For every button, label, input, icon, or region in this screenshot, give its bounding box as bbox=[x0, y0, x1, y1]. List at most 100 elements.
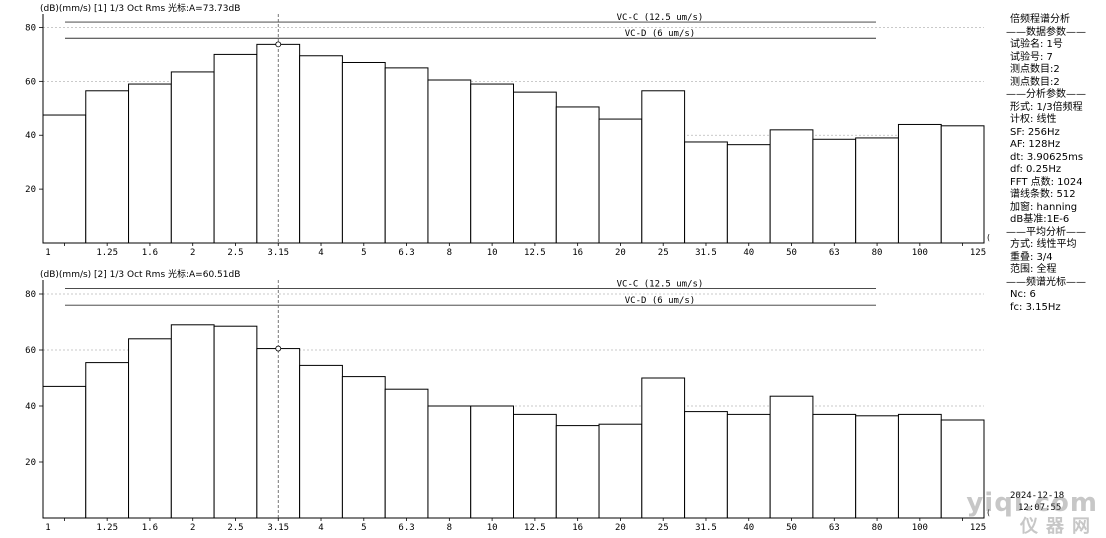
bar bbox=[812, 413, 857, 519]
bar bbox=[213, 53, 258, 244]
param-line: 加窗: hanning bbox=[1010, 201, 1078, 213]
bar bbox=[85, 362, 130, 519]
param-line: 测点数目:2 bbox=[1010, 76, 1060, 88]
y-tick-label: 80 bbox=[25, 290, 36, 300]
x-tick-label: 1.6 bbox=[142, 248, 158, 258]
param-line: 范围: 全程 bbox=[1010, 264, 1057, 275]
bar bbox=[470, 405, 514, 519]
param-line: ——频谱光标—— bbox=[1006, 276, 1086, 288]
bar bbox=[341, 376, 386, 519]
x-tick-label: 5 bbox=[361, 248, 366, 258]
bar bbox=[213, 325, 258, 519]
x-tick-label: 4 bbox=[318, 248, 323, 258]
bar bbox=[897, 123, 942, 244]
reference-line-label: VC-C (12.5 um/s) bbox=[617, 279, 704, 289]
timestamp-time: 12:07:55 bbox=[1018, 503, 1062, 513]
x-tick-label: 12.5 bbox=[524, 523, 546, 533]
cursor-marker[interactable] bbox=[275, 345, 282, 352]
param-line: 倍频程谱分析 bbox=[1010, 14, 1070, 25]
x-tick-label: 1.25 bbox=[96, 523, 118, 533]
x-tick-label: 8 bbox=[447, 248, 452, 258]
analysis-parameters-panel: 倍频程谱分析 ——数据参数—— 试验名: 1号 试验号: 7 测点数目:2 测点数目:2—… bbox=[1006, 14, 1106, 314]
x-tick-label: 31.5 bbox=[695, 523, 717, 533]
bar bbox=[427, 405, 472, 519]
bar bbox=[641, 90, 686, 244]
x-tick-label: 31.5 bbox=[695, 248, 717, 258]
bar bbox=[513, 91, 557, 244]
timestamp-date: 2024-12-18 bbox=[1010, 491, 1065, 501]
x-tick-label: 1.6 bbox=[142, 523, 158, 533]
param-line: AF: 128Hz bbox=[1010, 139, 1061, 150]
bar bbox=[299, 364, 343, 519]
bar bbox=[812, 138, 857, 244]
param-line: 形式: 1/3倍频程 bbox=[1010, 101, 1083, 113]
bar bbox=[128, 83, 172, 244]
bar bbox=[42, 385, 87, 519]
bar bbox=[42, 114, 87, 244]
y-tick-label: 40 bbox=[25, 131, 36, 141]
param-line: Nc: 6 bbox=[1010, 289, 1036, 300]
watermark-logo: yiqi.com 仪器网 bbox=[966, 488, 1100, 537]
bar bbox=[470, 83, 514, 244]
x-tick-label: 10 bbox=[487, 248, 498, 258]
x-tick-label: 25 bbox=[658, 248, 669, 258]
bar bbox=[855, 137, 899, 244]
x-tick-label: 3.15 bbox=[267, 523, 289, 533]
bar bbox=[427, 79, 472, 244]
bar bbox=[555, 106, 600, 244]
x-tick-label: 63 bbox=[829, 248, 840, 258]
x-tick-label: 6.3 bbox=[398, 248, 414, 258]
x-tick-label: 100 bbox=[912, 523, 928, 533]
x-tick-label: 80 bbox=[872, 248, 883, 258]
y-tick-label: 60 bbox=[25, 77, 36, 87]
spectrum-charts: (dB)(mm/s) [1] 1/3 Oct Rms 光标:A=73.73dB 2… bbox=[25, 2, 990, 533]
param-line: fc: 3.15Hz bbox=[1010, 301, 1061, 313]
x-tick-label: 16 bbox=[572, 523, 583, 533]
x-tick-label: 5 bbox=[361, 523, 366, 533]
x-tick-label: 125 bbox=[970, 248, 986, 258]
timestamp: 2024-12-18 12:07:55 bbox=[1010, 490, 1064, 514]
reference-line-label: VC-D (6 um/s) bbox=[625, 296, 695, 306]
bar bbox=[940, 125, 985, 244]
y-tick-label: 40 bbox=[25, 402, 36, 412]
x-tick-label: 63 bbox=[829, 523, 840, 533]
bar bbox=[384, 388, 429, 519]
x-tick-label: 50 bbox=[786, 523, 797, 533]
bar bbox=[726, 144, 771, 244]
bar bbox=[170, 71, 215, 244]
param-line: 试验名: 1号 bbox=[1010, 39, 1063, 50]
x-tick-label: 4 bbox=[318, 523, 323, 533]
x-tick-label: 6.3 bbox=[398, 523, 414, 533]
chart-title: (dB)(mm/s) [1] 1/3 Oct Rms 光标:A=73.73dB bbox=[40, 2, 240, 14]
x-tick-label: 1 bbox=[45, 523, 50, 533]
bar bbox=[897, 413, 942, 519]
param-line: ——分析参数—— bbox=[1006, 89, 1086, 100]
bar bbox=[384, 67, 429, 244]
param-line: 计权: 线性 bbox=[1010, 114, 1057, 125]
x-unit-label: (Hz) bbox=[986, 508, 990, 517]
watermark-line2: 仪器网 bbox=[1020, 516, 1098, 537]
y-tick-label: 20 bbox=[25, 458, 36, 468]
x-tick-label: 2.5 bbox=[227, 523, 243, 533]
chart-title: (dB)(mm/s) [2] 1/3 Oct Rms 光标:A=60.51dB bbox=[40, 268, 240, 280]
reference-line-label: VC-D (6 um/s) bbox=[625, 29, 695, 39]
param-line: 试验号: 7 bbox=[1010, 51, 1053, 63]
y-tick-label: 20 bbox=[25, 185, 36, 195]
bar bbox=[341, 61, 386, 244]
bar bbox=[769, 129, 814, 244]
reference-line-label: VC-C (12.5 um/s) bbox=[617, 13, 704, 23]
x-tick-label: 1.25 bbox=[96, 248, 118, 258]
x-tick-label: 10 bbox=[487, 523, 498, 533]
chart-panel-2: (dB)(mm/s) [2] 1/3 Oct Rms 光标:A=60.51dB 2… bbox=[25, 268, 990, 533]
x-tick-label: 16 bbox=[572, 248, 583, 258]
chart-panel-1: (dB)(mm/s) [1] 1/3 Oct Rms 光标:A=73.73dB 2… bbox=[25, 2, 990, 258]
bar bbox=[598, 423, 643, 519]
bar bbox=[641, 377, 686, 519]
bar bbox=[684, 141, 728, 244]
cursor-marker[interactable] bbox=[275, 41, 282, 48]
bar bbox=[85, 90, 130, 244]
bar bbox=[855, 415, 899, 519]
x-tick-label: 80 bbox=[872, 523, 883, 533]
x-tick-label: 50 bbox=[786, 248, 797, 258]
param-line: 重叠: 3/4 bbox=[1010, 251, 1053, 263]
